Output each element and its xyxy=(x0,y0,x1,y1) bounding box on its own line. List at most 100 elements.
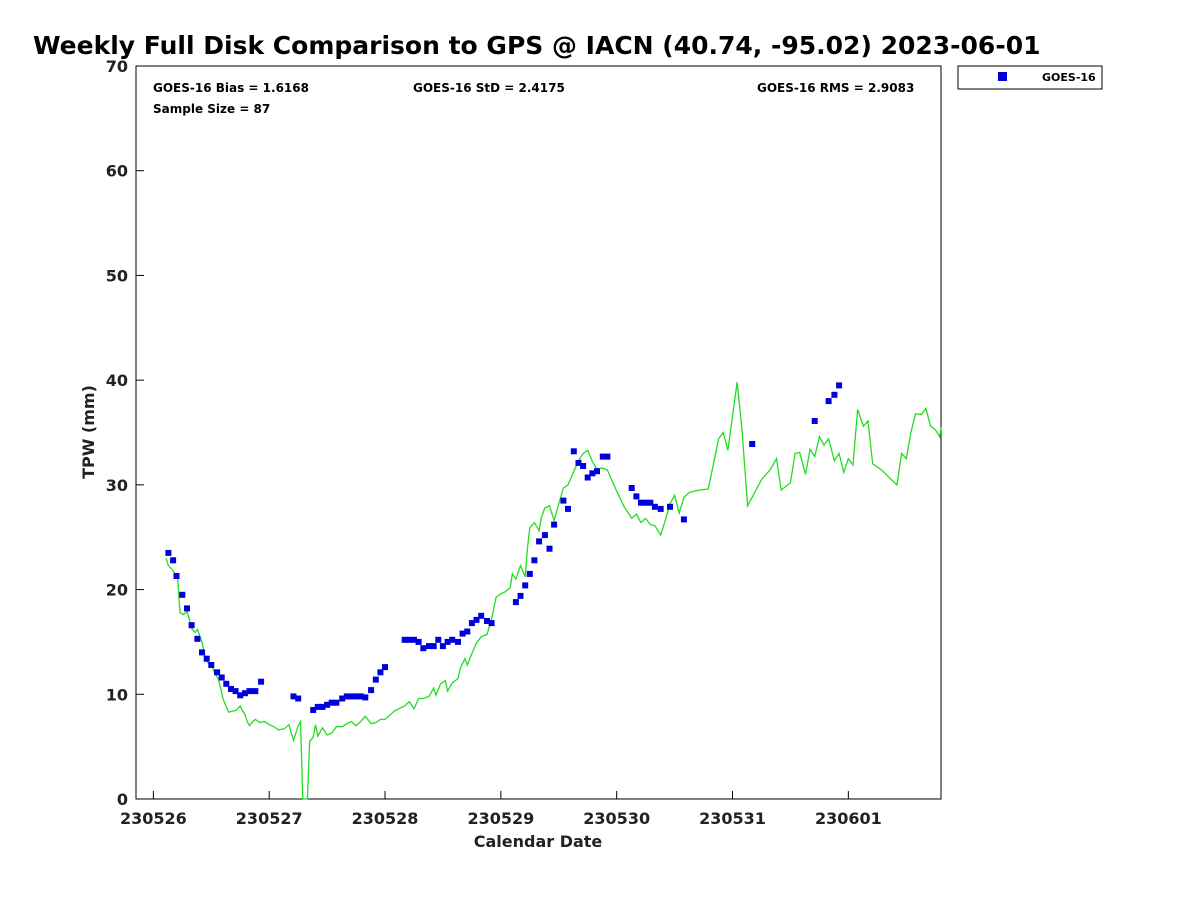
x-tick-label: 230601 xyxy=(815,809,882,828)
legend-label: GOES-16 xyxy=(1042,71,1096,84)
goes16-point xyxy=(584,474,591,481)
y-tick-label: 40 xyxy=(106,371,128,390)
y-tick-label: 50 xyxy=(106,266,128,285)
axes xyxy=(135,65,942,800)
y-tick-label: 10 xyxy=(106,685,128,704)
stat-std: GOES-16 StD = 2.4175 xyxy=(413,81,565,95)
y-tick-label: 60 xyxy=(106,162,128,181)
goes16-point xyxy=(377,669,384,676)
stat-bias: GOES-16 Bias = 1.6168 xyxy=(153,81,309,95)
goes16-point xyxy=(252,688,259,695)
goes16-point xyxy=(406,636,413,643)
x-axis-label: Calendar Date xyxy=(474,832,603,851)
goes16-point xyxy=(565,505,571,512)
goes16-point xyxy=(811,418,818,424)
goes16-point xyxy=(314,703,321,710)
goes16-point xyxy=(633,493,640,500)
goes16-point xyxy=(353,693,360,700)
x-tick-label: 230526 xyxy=(120,809,187,828)
goes16-point xyxy=(179,591,186,598)
stat-sample-size: Sample Size = 87 xyxy=(153,102,270,116)
goes16-point xyxy=(522,582,529,589)
x-tick-label: 230531 xyxy=(699,809,766,828)
goes16-point xyxy=(228,686,234,692)
goes16-point xyxy=(246,688,253,695)
goes16-point xyxy=(825,398,832,405)
goes16-point xyxy=(357,693,364,700)
y-axis: 0 10 20 30 40 50 60 70 xyxy=(106,57,144,809)
goes16-point xyxy=(589,470,596,477)
goes16-point xyxy=(319,703,326,710)
goes16-point xyxy=(223,680,230,687)
goes16-point xyxy=(484,618,490,624)
goes16-point xyxy=(328,699,335,706)
goes16-point xyxy=(455,638,461,645)
goes16-point xyxy=(194,635,201,642)
goes16-point xyxy=(232,688,239,695)
goes16-point xyxy=(343,693,350,700)
y-tick-label: 0 xyxy=(117,790,128,809)
goes16-point xyxy=(165,549,172,556)
goes16-point xyxy=(526,570,533,577)
goes16-point xyxy=(749,441,756,447)
goes16-point xyxy=(667,503,673,510)
goes16-point xyxy=(435,636,442,643)
goes16-point xyxy=(647,499,654,506)
stat-rms: GOES-16 RMS = 2.9083 xyxy=(757,81,914,95)
goes16-point xyxy=(237,692,244,699)
goes16-point xyxy=(173,573,180,579)
goes16-point xyxy=(459,630,466,637)
plot-frame xyxy=(135,65,942,800)
goes16-point xyxy=(295,695,302,702)
goes16-point xyxy=(575,459,582,466)
goes16-point xyxy=(426,643,432,650)
x-tick-label: 230528 xyxy=(352,809,419,828)
x-tick-label: 230530 xyxy=(583,809,650,828)
goes16-point xyxy=(560,497,567,504)
goes16-point xyxy=(449,636,456,643)
goes16-point xyxy=(594,468,600,475)
goes16-point xyxy=(464,628,471,635)
goes16-point xyxy=(439,643,446,650)
y-tick-label: 70 xyxy=(106,57,128,76)
gps-series xyxy=(165,382,942,800)
goes16-point xyxy=(680,516,687,523)
goes16-point xyxy=(638,499,644,506)
goes16-point xyxy=(488,620,495,627)
goes16-point xyxy=(546,545,553,552)
goes16-point xyxy=(208,662,215,668)
goes16-point xyxy=(536,538,543,545)
goes16-point xyxy=(478,612,485,619)
goes16-point xyxy=(258,678,265,685)
goes16-point xyxy=(333,699,340,706)
goes16-point xyxy=(541,532,548,539)
goes16-point xyxy=(512,599,519,606)
goes16-point xyxy=(551,521,558,528)
goes16-point xyxy=(570,448,577,455)
goes16-point xyxy=(372,676,379,683)
goes16-point xyxy=(444,638,451,645)
y-axis-label: TPW (mm) xyxy=(79,385,98,479)
goes16-point xyxy=(415,638,422,645)
legend-marker xyxy=(998,72,1007,81)
goes16-point xyxy=(604,453,611,460)
goes16-point xyxy=(430,643,437,650)
goes16-point xyxy=(411,636,417,643)
y-tick-label: 20 xyxy=(106,581,128,600)
legend-box xyxy=(957,65,1103,90)
x-tick-label: 230529 xyxy=(467,809,534,828)
goes16-point xyxy=(310,707,317,713)
goes16-point xyxy=(241,690,248,697)
goes16-point xyxy=(642,499,649,506)
goes16-point xyxy=(628,485,635,491)
goes16-series xyxy=(165,382,843,713)
x-tick-label: 230527 xyxy=(236,809,303,828)
goes16-point xyxy=(401,636,408,643)
goes16-point xyxy=(473,616,480,623)
chart-title: Weekly Full Disk Comparison to GPS @ IAC… xyxy=(33,31,1041,60)
gps-line xyxy=(165,382,942,800)
goes16-point xyxy=(599,453,606,460)
goes16-point xyxy=(368,687,375,694)
